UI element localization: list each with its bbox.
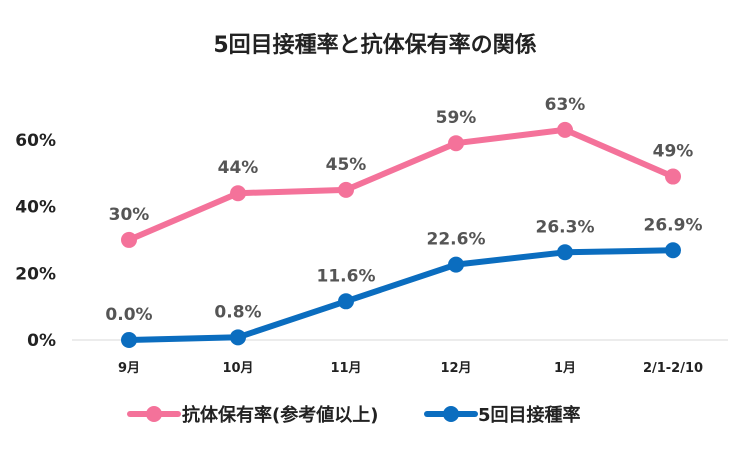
x-tick-label: 10月 — [222, 361, 253, 376]
x-tick-label: 1月 — [554, 361, 576, 376]
data-label: 44% — [218, 158, 259, 178]
data-label: 26.3% — [536, 217, 595, 237]
data-point — [448, 135, 464, 152]
legend-marker — [443, 406, 459, 422]
data-label: 63% — [545, 95, 586, 115]
data-label: 59% — [436, 108, 477, 128]
data-label: 45% — [326, 155, 367, 175]
data-label: 49% — [653, 142, 694, 162]
data-point — [665, 242, 681, 259]
data-label: 26.9% — [644, 215, 703, 235]
data-label: 0.0% — [105, 305, 152, 325]
legend: 抗体保有率(参考値以上) 5回目接種率 — [127, 404, 581, 426]
data-point — [121, 332, 137, 348]
x-tick-label: 2/1-2/10 — [643, 361, 703, 376]
x-tick-label: 9月 — [118, 361, 140, 376]
data-label: 11.6% — [317, 266, 376, 286]
y-tick-label: 0% — [27, 331, 56, 351]
data-point — [448, 256, 464, 273]
legend-label: 抗体保有率(参考値以上) — [182, 404, 378, 426]
y-tick-label: 60% — [15, 131, 56, 151]
series-layer: 30% 44% 45% 59% 63% 49% 0.0% 0.8% 11.6% 22.6% 26.3… — [105, 95, 702, 348]
data-point — [230, 329, 246, 346]
series-line — [126, 247, 676, 343]
y-tick-label: 40% — [15, 198, 56, 218]
legend-item-1: 抗体保有率(参考値以上) — [127, 404, 378, 426]
series-1: 30% 44% 45% 59% 63% 49% — [109, 95, 694, 248]
data-point — [557, 244, 573, 261]
data-point — [230, 185, 246, 202]
data-point — [121, 231, 137, 248]
series-2: 0.0% 0.8% 11.6% 22.6% 26.3% 26.9% — [105, 215, 702, 348]
series-line — [126, 126, 676, 243]
x-tick-label: 12月 — [440, 361, 471, 376]
data-point — [338, 293, 354, 310]
y-tick-label: 20% — [15, 264, 56, 284]
data-label: 0.8% — [214, 302, 261, 322]
legend-label: 5回目接種率 — [478, 404, 581, 426]
data-point — [338, 181, 354, 198]
legend-item-2: 5回目接種率 — [424, 404, 581, 426]
x-axis: 9月 10月 11月 12月 1月 2/1-2/10 — [72, 339, 728, 376]
data-label: 22.6% — [427, 230, 486, 250]
data-label: 30% — [109, 205, 150, 225]
legend-marker — [146, 406, 162, 422]
y-axis: 0% 20% 40% 60% — [15, 131, 56, 351]
data-point — [665, 168, 681, 185]
chart-title: 5回目接種率と抗体保有率の関係 — [213, 32, 536, 58]
data-point — [557, 121, 573, 138]
x-tick-label: 11月 — [330, 361, 361, 376]
